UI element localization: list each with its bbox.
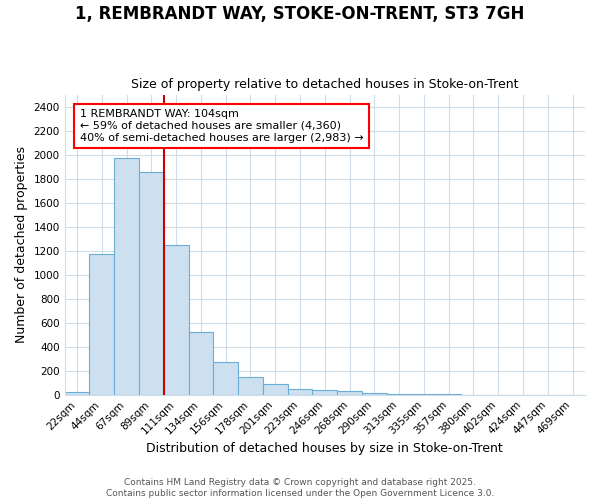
Bar (238, 376, 263, 394)
Bar (188, 332, 214, 394)
Bar (89, 254, 114, 394)
Bar (164, 246, 188, 394)
Y-axis label: Number of detached properties: Number of detached properties (15, 146, 28, 344)
Text: Contains HM Land Registry data © Crown copyright and database right 2025.
Contai: Contains HM Land Registry data © Crown c… (106, 478, 494, 498)
Title: Size of property relative to detached houses in Stoke-on-Trent: Size of property relative to detached ho… (131, 78, 518, 91)
Bar (65, 392, 89, 394)
Bar (214, 362, 238, 394)
X-axis label: Distribution of detached houses by size in Stoke-on-Trent: Distribution of detached houses by size … (146, 442, 503, 455)
Bar (337, 391, 362, 394)
Bar (313, 390, 337, 394)
Bar (114, 158, 139, 394)
Text: 1 REMBRANDT WAY: 104sqm
← 59% of detached houses are smaller (4,360)
40% of semi: 1 REMBRANDT WAY: 104sqm ← 59% of detache… (80, 110, 364, 142)
Bar (287, 388, 313, 394)
Bar (139, 172, 164, 394)
Bar (263, 384, 287, 394)
Text: 1, REMBRANDT WAY, STOKE-ON-TRENT, ST3 7GH: 1, REMBRANDT WAY, STOKE-ON-TRENT, ST3 7G… (76, 5, 524, 23)
